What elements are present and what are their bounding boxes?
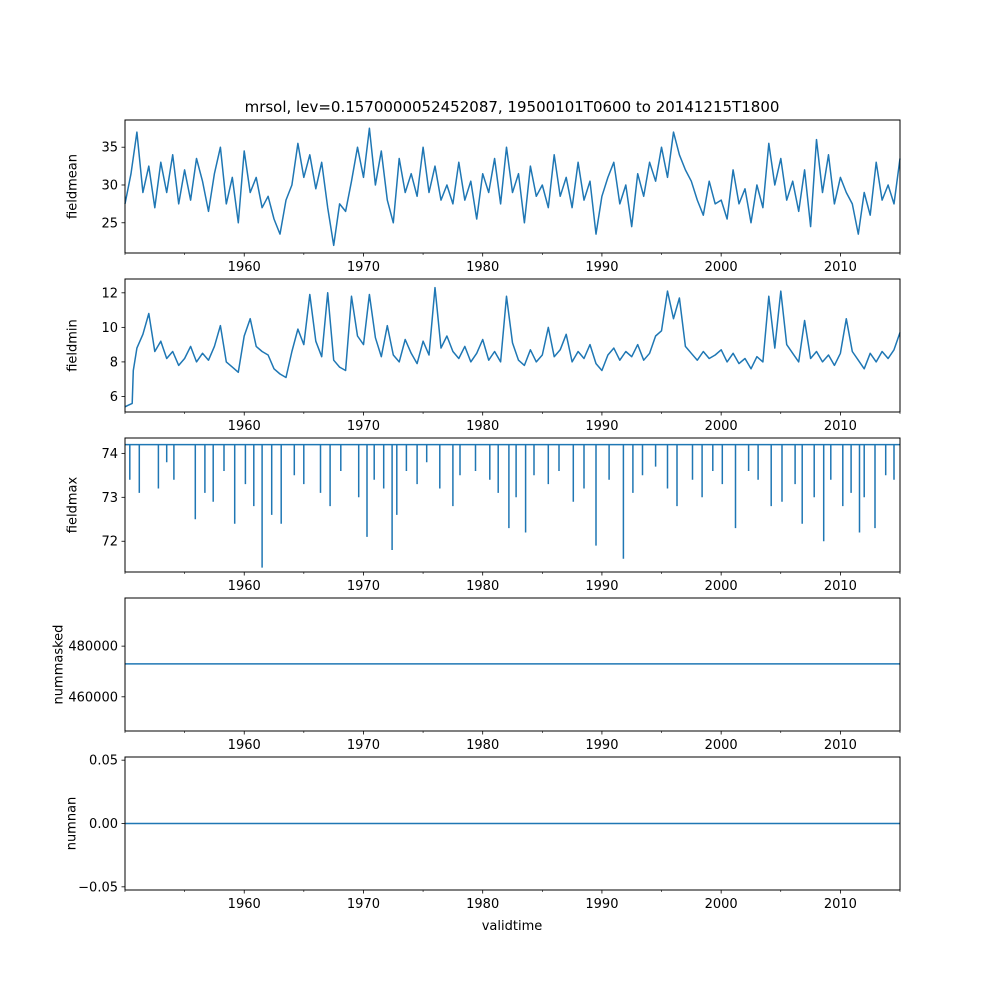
x-tick-label: 1970 xyxy=(347,260,380,275)
x-tick-label: 1990 xyxy=(585,897,618,912)
y-tick-label: 30 xyxy=(101,178,118,193)
panel-fieldmax: fieldmax 72 73 74 1960 1970 1980 1990 2000 2010 xyxy=(66,437,901,594)
panel-frame xyxy=(124,756,901,891)
panel-frame xyxy=(124,437,901,573)
x-tick-label: 1990 xyxy=(585,419,618,434)
x-tick-label: 2000 xyxy=(705,738,738,753)
y-axis-label: fieldmax xyxy=(66,477,81,534)
x-tick-label: 2000 xyxy=(705,897,738,912)
x-tick-label: 2010 xyxy=(824,419,857,434)
x-tick-label: 1970 xyxy=(347,738,380,753)
x-tick-label: 1980 xyxy=(466,579,499,594)
y-tick-label: 12 xyxy=(101,286,118,301)
x-tick-label: 2000 xyxy=(705,579,738,594)
y-tick-label: 35 xyxy=(101,141,118,156)
y-axis-label: fieldmean xyxy=(66,154,81,219)
y-tick-label: 8 xyxy=(110,355,118,370)
panel-numnan: numnan −0.05 0.00 0.05 1960 1970 1980 1990 2000… xyxy=(65,754,901,912)
series-line-fieldmax xyxy=(125,443,900,568)
y-axis-label: fieldmin xyxy=(66,319,81,372)
y-axis-label: numnan xyxy=(65,797,80,851)
x-tick-label: 2010 xyxy=(824,738,857,753)
y-tick-label: 6 xyxy=(110,390,118,405)
chart-title: mrsol, lev=0.1570000052452087, 19500101T… xyxy=(245,98,780,116)
x-tick-label: 1960 xyxy=(228,260,261,275)
x-tick-label: 1980 xyxy=(466,897,499,912)
y-tick-label: 72 xyxy=(101,535,118,550)
series-line-fieldmin xyxy=(124,286,901,408)
y-tick-label: 0.00 xyxy=(89,817,118,832)
x-tick-label: 2010 xyxy=(824,579,857,594)
x-tick-label: 1990 xyxy=(585,579,618,594)
y-tick-label: −0.05 xyxy=(78,880,118,895)
panel-nummasked: nummasked 460000 480000 1960 1970 1980 1990 20… xyxy=(52,597,901,753)
panel-frame xyxy=(124,278,901,413)
y-tick-label: 73 xyxy=(101,491,118,506)
x-tick-label: 1980 xyxy=(466,419,499,434)
x-tick-label: 1990 xyxy=(585,738,618,753)
x-tick-label: 1970 xyxy=(347,579,380,594)
y-tick-label: 480000 xyxy=(68,640,118,655)
y-tick-label: 460000 xyxy=(68,690,118,705)
x-tick-label: 2000 xyxy=(705,260,738,275)
x-axis-label: validtime xyxy=(482,919,543,934)
x-tick-label: 2010 xyxy=(824,260,857,275)
panel-frame xyxy=(124,597,901,732)
panel-fieldmin: fieldmin 6 8 10 12 1960 1970 1980 1990 2000 2010 xyxy=(66,278,901,434)
y-axis-label: nummasked xyxy=(52,625,67,705)
x-tick-label: 1960 xyxy=(228,419,261,434)
y-tick-label: 0.05 xyxy=(89,754,118,769)
x-tick-label: 2010 xyxy=(824,897,857,912)
x-tick-label: 2000 xyxy=(705,419,738,434)
y-tick-label: 10 xyxy=(101,321,118,336)
x-tick-label: 1970 xyxy=(347,419,380,434)
x-tick-label: 1970 xyxy=(347,897,380,912)
x-tick-label: 1960 xyxy=(228,897,261,912)
panel-fieldmean: fieldmean 25 30 35 1960 1970 1980 1990 2000 2010 xyxy=(66,119,901,275)
x-tick-label: 1980 xyxy=(466,260,499,275)
series-line-fieldmean xyxy=(124,127,901,247)
x-tick-label: 1960 xyxy=(228,738,261,753)
x-tick-label: 1960 xyxy=(228,579,261,594)
panel-frame xyxy=(124,119,901,254)
y-tick-label: 25 xyxy=(101,216,118,231)
y-tick-label: 74 xyxy=(101,447,118,462)
x-tick-label: 1980 xyxy=(466,738,499,753)
x-tick-label: 1990 xyxy=(585,260,618,275)
